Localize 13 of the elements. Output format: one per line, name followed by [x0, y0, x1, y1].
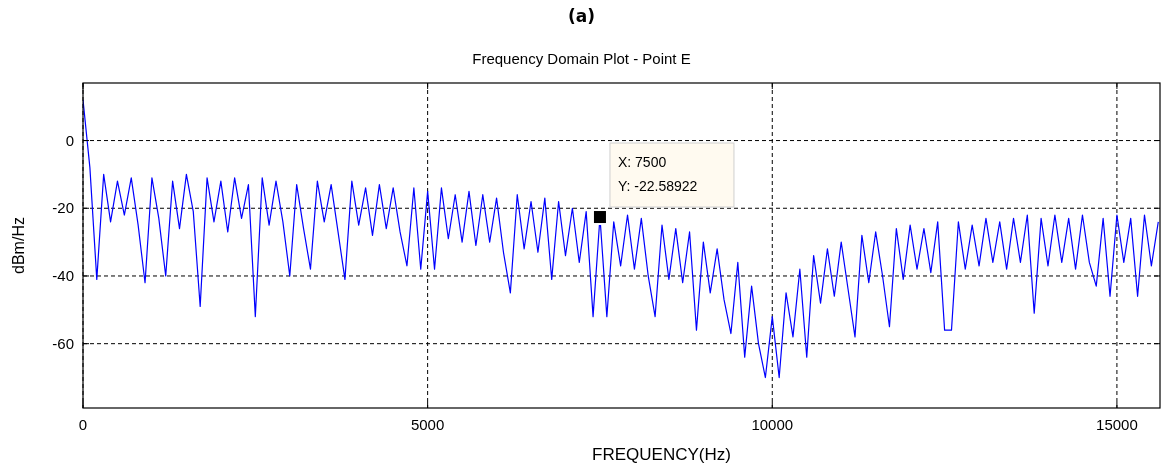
x-axis-title: FREQUENCY(Hz): [592, 445, 731, 464]
y-tick-label: -60: [52, 334, 74, 352]
chart-title: (a): [567, 6, 596, 26]
y-tick-label: -20: [52, 199, 74, 217]
x-tick-label: 15000: [1096, 416, 1138, 433]
y-tick-label: 0: [65, 131, 74, 149]
chart-subtitle: Frequency Domain Plot - Point E: [472, 50, 691, 67]
y-axis-title: dBm/Hz: [10, 217, 27, 274]
x-tick-label: 0: [78, 416, 88, 433]
y-tick-label: -40: [52, 266, 74, 284]
x-tick-label: 5000: [410, 416, 445, 433]
x-tick-label: 10000: [751, 416, 794, 433]
annotation: X: 7500 Y: -22.58922: [617, 154, 698, 195]
